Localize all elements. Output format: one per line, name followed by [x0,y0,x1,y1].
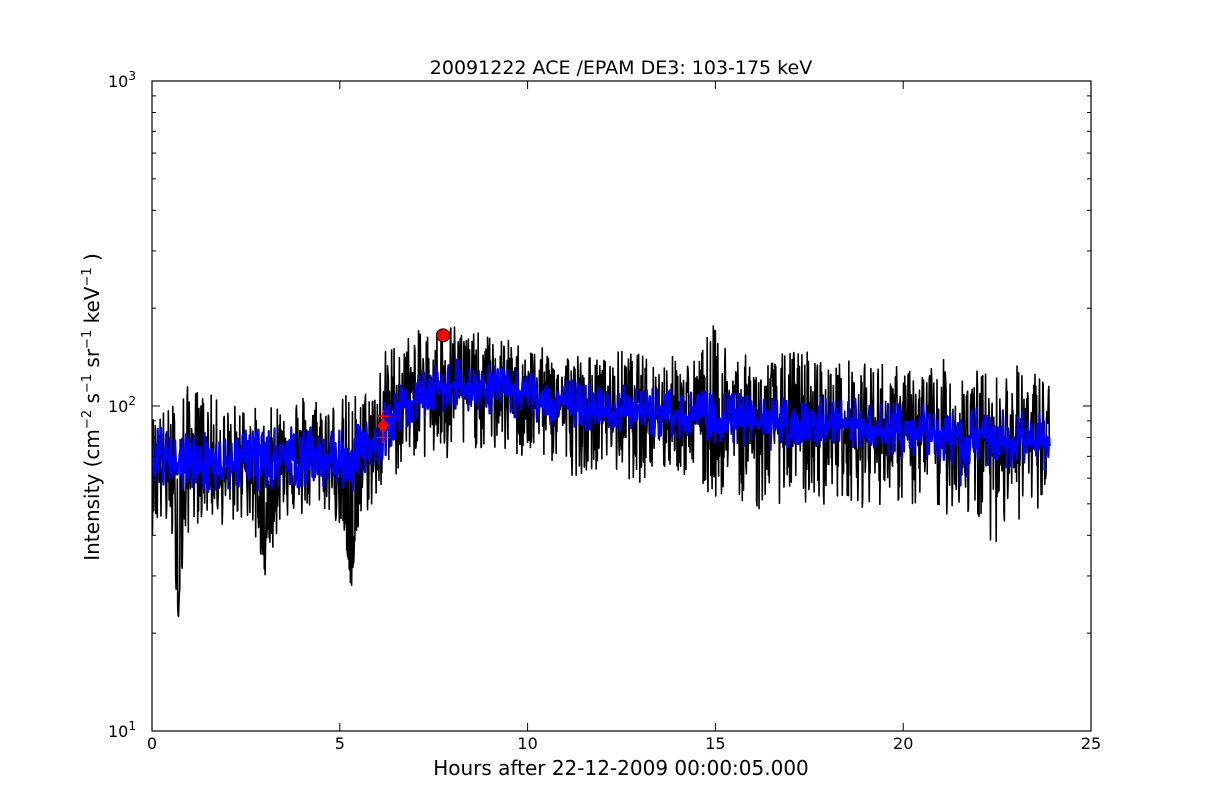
y-tick-label: 103 [108,69,136,91]
x-tick-label: 5 [335,734,345,753]
y-tick-label: 102 [108,394,136,416]
y-tick-label: 101 [108,719,136,741]
marker-circle [436,328,451,343]
x-tick-label: 20 [893,734,913,753]
y-axis-title: Intensity (cm−2 s−1 sr−1 keV−1 ) [80,253,104,561]
marker-plus [376,410,389,423]
series-line-smoothed [152,358,1051,494]
x-tick-label: 0 [147,734,157,753]
x-tick-label: 15 [705,734,725,753]
x-axis-title: Hours after 22-12-2009 00:00:05.000 [433,756,809,780]
chart-title: 20091222 ACE /EPAM DE3: 103-175 keV [430,57,812,79]
x-tick-label: 10 [517,734,537,753]
x-tick-label: 25 [1081,734,1101,753]
marker-plus [376,431,389,444]
